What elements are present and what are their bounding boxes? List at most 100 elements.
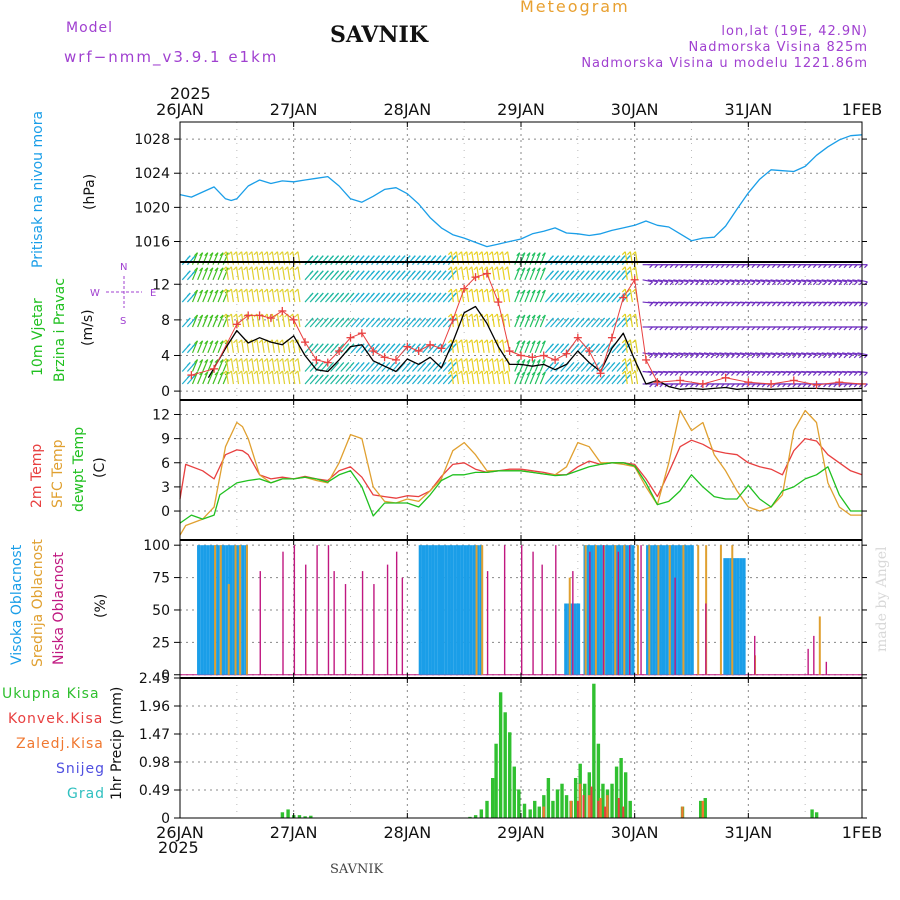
wind-arrow <box>202 359 209 372</box>
wind-arrow-head <box>437 343 442 348</box>
wind-arrow <box>251 339 255 353</box>
wind-arrow <box>657 279 669 283</box>
wind-arrow-head <box>452 343 457 348</box>
precip-strat-bar <box>606 795 609 818</box>
wind-arrow-head <box>536 267 541 272</box>
wind-arrow-head <box>674 281 679 286</box>
wind-arrow-head <box>314 255 319 260</box>
wind-arrow-head <box>350 270 355 275</box>
wind-arrow <box>821 352 832 356</box>
wind-arrow-head <box>253 339 258 344</box>
wind-arrow-head <box>376 317 380 322</box>
legend-hail: Grad <box>67 786 106 802</box>
wind-arrow-head <box>376 374 380 379</box>
wind-arrow-head <box>812 372 817 376</box>
wind-arrow-head <box>191 362 196 366</box>
wind-arrow <box>287 339 291 353</box>
wind-arrow <box>450 288 454 303</box>
wind-arrow <box>847 279 858 283</box>
wind-arrow-head <box>516 340 521 345</box>
wind-arrow <box>647 279 658 283</box>
wind-arrow-head <box>541 314 546 319</box>
wind-arrow <box>703 279 715 283</box>
wind-arrow-head <box>736 372 741 376</box>
wind-arrow-head <box>725 372 730 376</box>
wind-arrow-head <box>238 358 243 362</box>
wind-arrow-head <box>590 317 595 322</box>
wind-arrow-head <box>632 313 636 318</box>
wind-arrow <box>714 279 725 283</box>
wind-arrow-head <box>391 362 396 366</box>
wind-arrow-head <box>611 270 616 275</box>
legend-freezing-rain: Zaledj.Kisa <box>16 736 104 752</box>
wind-arrow <box>811 279 822 283</box>
wind-arrow-head <box>669 354 674 359</box>
wind-arrow-head <box>555 317 559 322</box>
wind-arrow-head <box>238 339 243 344</box>
wind-arrow-head <box>350 317 355 322</box>
wind-arrow-head <box>263 370 268 375</box>
cloud-low-bar <box>395 551 398 675</box>
wind-arrow <box>466 288 470 303</box>
wind-arrow-head <box>606 343 611 348</box>
wind-arrow <box>466 313 470 328</box>
wind-arrow <box>744 352 756 356</box>
cloud-high-bar <box>677 545 682 675</box>
cloud-mid-bar <box>657 545 660 675</box>
wind-arrow-head <box>550 270 554 275</box>
wind-arrow-head <box>478 251 483 256</box>
cloud-mid-bar <box>568 577 571 675</box>
wind-arrow-head <box>499 288 503 293</box>
wind-arrow-head <box>766 302 771 307</box>
wind-arrow-head <box>611 374 616 379</box>
wind-arrow <box>496 288 500 303</box>
precip-total-bar <box>703 798 707 818</box>
precip-total-bar <box>546 778 551 818</box>
cloud-mid-bar <box>475 545 478 675</box>
wind-arrow-head <box>209 314 214 319</box>
wind-arrow <box>775 279 786 283</box>
wind-arrow-head <box>437 255 442 260</box>
precip-total-bar <box>297 815 302 818</box>
y-tick-label: 3 <box>161 480 170 496</box>
wind-arrow-head <box>370 317 375 322</box>
wind-arrow-head <box>294 266 299 271</box>
wind-arrow-head <box>741 354 746 359</box>
wind-arrow <box>256 339 260 353</box>
wind-arrow-head <box>746 302 751 307</box>
wind-arrow-head <box>736 281 741 286</box>
wind-arrow-head <box>792 372 797 376</box>
wind-arrow-head <box>360 292 365 297</box>
wind-arrow-head <box>700 354 705 359</box>
panel-frame-precip <box>179 677 863 819</box>
wind-arrow-head <box>360 270 365 275</box>
wind-arrow <box>719 352 730 356</box>
wind-arrow-head <box>355 292 360 297</box>
wind-arrow-head <box>632 288 636 293</box>
wind-arrow <box>668 352 679 356</box>
wind-arrow-head <box>626 266 631 271</box>
wind-arrow-head <box>817 354 822 359</box>
wind-arrow-head <box>499 339 503 344</box>
precip-total-bar <box>479 809 484 818</box>
wind-arrow-head <box>575 270 580 275</box>
x-tick-label-top: 29JAN <box>497 100 545 119</box>
wind-arrow-head <box>797 354 802 359</box>
wind-arrow-head <box>621 255 626 260</box>
wind-arrow-head <box>422 362 426 366</box>
wind-arrow <box>217 267 224 281</box>
wind-arrow <box>629 370 633 385</box>
wind-arrow-head <box>843 354 848 359</box>
wind-arrow <box>491 313 495 328</box>
wind-arrow-head <box>483 339 488 344</box>
wind-arrow <box>476 339 480 353</box>
wind-arrow-head <box>664 302 669 307</box>
wind-arrow-head <box>560 270 565 275</box>
wind-arrow-head <box>463 358 468 362</box>
wind-arrow-head <box>314 270 319 275</box>
cloud-low-bar <box>373 584 375 675</box>
wind-arrow-head <box>199 314 204 319</box>
wind-arrow <box>281 370 286 385</box>
wind-arrow-head <box>550 292 554 297</box>
wind-arrow-head <box>715 354 720 359</box>
